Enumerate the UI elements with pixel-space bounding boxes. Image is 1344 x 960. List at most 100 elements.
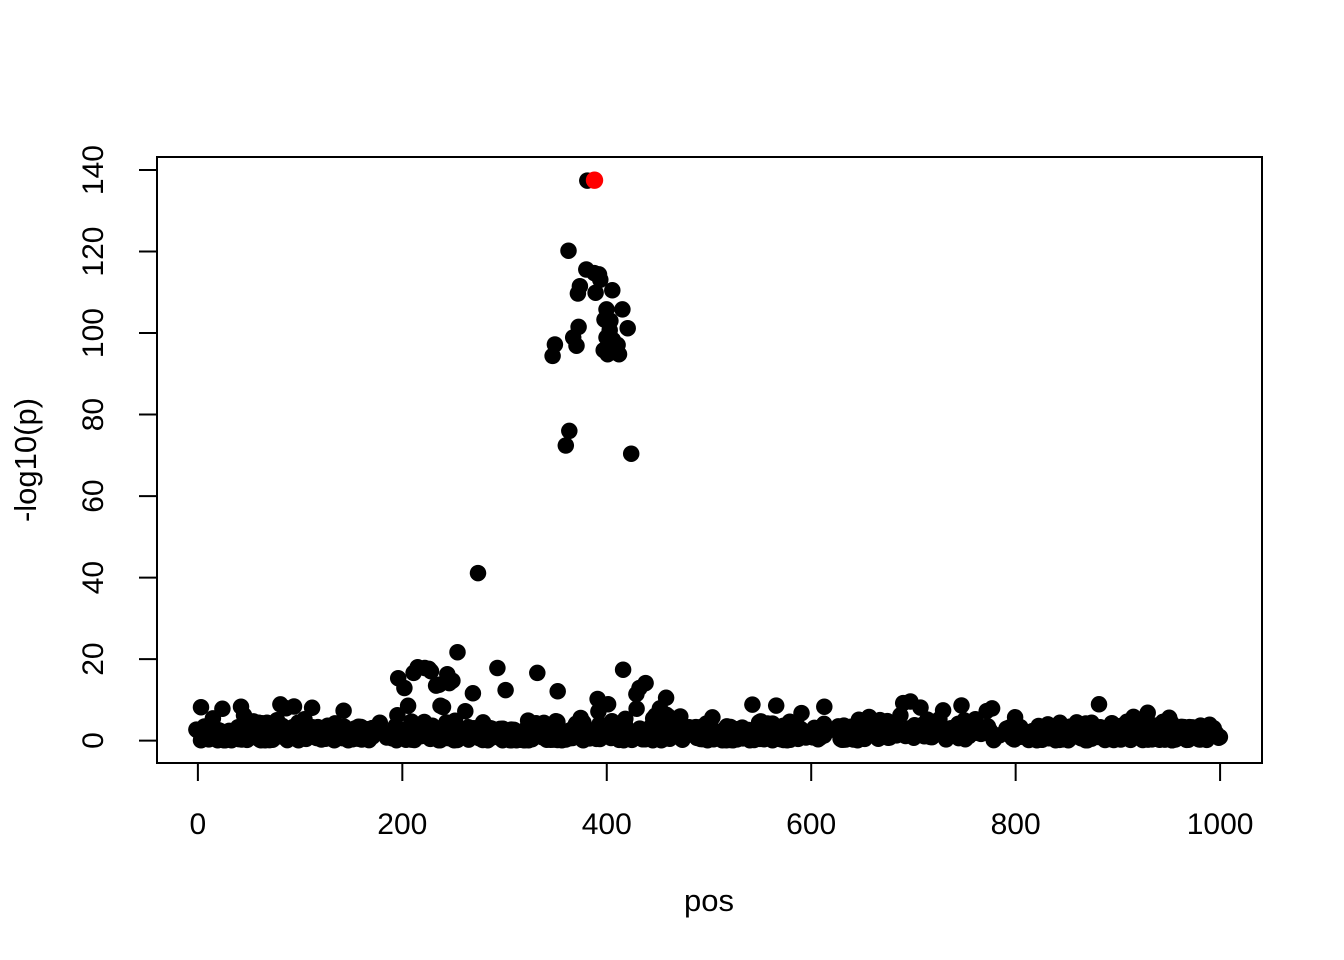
data-point — [192, 698, 210, 716]
data-point — [983, 700, 1001, 717]
x-axis-tick-label: 800 — [991, 808, 1041, 841]
data-point — [589, 690, 606, 708]
data-point — [628, 700, 645, 717]
data-point — [399, 697, 417, 715]
data-point — [750, 714, 768, 731]
data-point — [543, 725, 561, 743]
data-point — [1010, 724, 1028, 741]
data-point — [694, 730, 712, 748]
plot-frame — [156, 156, 1263, 764]
y-axis-tick-label: 100 — [77, 308, 110, 358]
data-point — [422, 721, 440, 739]
data-point — [497, 681, 514, 699]
data-point — [353, 731, 370, 748]
data-point — [1068, 714, 1085, 731]
data-point — [595, 341, 612, 359]
data-point — [1150, 725, 1168, 742]
data-point — [529, 664, 546, 682]
data-point — [489, 659, 506, 677]
top-hit-point — [585, 171, 604, 189]
data-point — [277, 699, 295, 717]
x-axis-label: pos — [684, 883, 734, 918]
y-axis-tick-label: 80 — [77, 398, 110, 431]
data-points-layer — [188, 171, 1229, 749]
data-point — [434, 698, 452, 716]
y-axis-tick-label: 120 — [77, 227, 110, 277]
data-point — [879, 729, 897, 747]
data-point — [1040, 724, 1058, 742]
data-point — [449, 643, 466, 661]
data-point — [557, 437, 575, 454]
data-point — [832, 730, 849, 748]
data-point — [222, 727, 239, 744]
data-point — [812, 729, 829, 746]
data-point — [289, 724, 306, 741]
data-point — [560, 242, 577, 259]
data-point — [637, 674, 654, 692]
data-point — [934, 702, 952, 719]
data-point — [441, 724, 459, 741]
data-point — [744, 696, 761, 713]
data-point — [1105, 722, 1122, 740]
y-axis-ticks — [139, 169, 157, 742]
data-point — [464, 685, 482, 702]
data-point — [902, 693, 919, 710]
data-point — [649, 725, 667, 743]
y-axis-tick-label: 0 — [77, 732, 110, 749]
y-axis-label: -log10(p) — [8, 398, 43, 522]
x-axis-tick-label: 0 — [190, 808, 207, 841]
x-axis-tick-label: 400 — [582, 808, 632, 841]
data-point — [371, 714, 389, 731]
data-point — [677, 720, 694, 738]
data-point — [335, 702, 352, 719]
data-point — [767, 697, 785, 714]
data-point — [1090, 696, 1108, 713]
data-point — [381, 729, 399, 746]
data-point — [587, 284, 604, 301]
data-point — [782, 731, 799, 748]
data-point — [303, 699, 321, 717]
data-point — [396, 679, 413, 697]
data-point — [250, 714, 268, 731]
data-point — [329, 720, 347, 738]
y-axis-tick-label: 20 — [77, 642, 110, 675]
y-axis-tick-label: 60 — [77, 479, 110, 512]
data-point — [506, 729, 523, 746]
y-axis-tick-labels: 0 20 40 60 80 100 120 140 — [77, 145, 110, 749]
data-point — [657, 689, 675, 707]
data-point — [468, 727, 485, 745]
data-point — [619, 319, 636, 337]
data-point — [1076, 725, 1093, 743]
data-point — [561, 422, 578, 440]
data-point — [1063, 727, 1081, 745]
x-axis-tick-labels: 0 200 400 600 800 1000 — [190, 808, 1254, 841]
data-point — [1139, 704, 1156, 722]
data-point — [444, 672, 461, 689]
y-axis-tick-label: 40 — [77, 561, 110, 594]
data-point — [214, 700, 231, 718]
data-point — [261, 731, 278, 749]
data-point — [303, 721, 321, 739]
data-point — [664, 721, 681, 739]
data-point — [1051, 714, 1069, 732]
y-axis-tick-label: 140 — [77, 145, 110, 195]
data-point — [953, 697, 970, 714]
data-point — [592, 271, 609, 288]
data-point — [916, 715, 934, 732]
data-point — [816, 698, 833, 715]
data-point — [201, 724, 219, 742]
data-point — [604, 282, 621, 299]
data-point — [932, 720, 950, 738]
data-point — [457, 702, 474, 720]
data-point — [967, 713, 985, 731]
x-axis-ticks — [196, 763, 1222, 781]
data-point — [469, 564, 487, 582]
data-point — [422, 663, 440, 680]
data-point — [525, 725, 542, 743]
data-point — [561, 722, 579, 739]
data-point — [948, 718, 965, 735]
data-point — [317, 730, 334, 747]
x-axis-tick-label: 600 — [786, 808, 836, 841]
data-point — [1163, 732, 1181, 749]
data-point — [1167, 719, 1184, 737]
